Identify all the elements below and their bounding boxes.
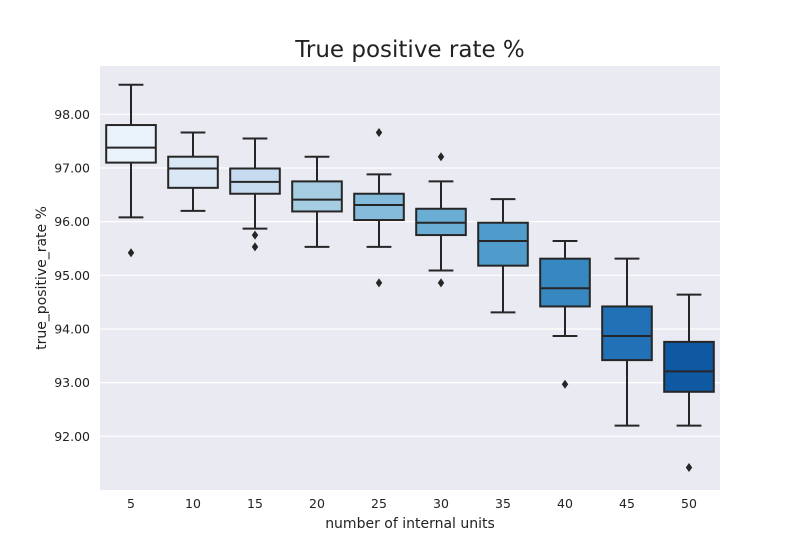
x-tick-label: 40 — [557, 496, 573, 511]
outlier-point — [437, 278, 445, 288]
outlier-point — [251, 230, 259, 240]
iqr-box — [105, 124, 157, 164]
y-tick-label: 98.00 — [54, 107, 90, 122]
outlier-point — [437, 152, 445, 162]
x-tick-label: 10 — [185, 496, 201, 511]
box-25 — [353, 128, 405, 288]
outlier-point — [375, 128, 383, 138]
boxes — [105, 83, 715, 472]
iqr-box — [477, 221, 529, 267]
y-tick-label: 94.00 — [54, 321, 90, 336]
y-tick-label: 95.00 — [54, 268, 90, 283]
x-tick-label: 5 — [127, 496, 135, 511]
box-50 — [663, 293, 715, 472]
x-tick-label: 50 — [681, 496, 697, 511]
box-15 — [229, 137, 281, 252]
outlier-point — [251, 242, 259, 252]
y-axis-label: true_positive_rate % — [34, 206, 50, 350]
y-tick-labels: 92.00 93.00 94.00 95.00 96.00 97.00 98.00 — [54, 107, 90, 444]
box-10 — [167, 131, 219, 212]
iqr-box — [663, 340, 715, 393]
box-40 — [539, 239, 591, 389]
y-tick-label: 97.00 — [54, 160, 90, 175]
x-tick-label: 35 — [495, 496, 511, 511]
outlier-point — [561, 379, 569, 389]
y-tick-label: 96.00 — [54, 214, 90, 229]
outlier-point — [375, 278, 383, 288]
chart-title: True positive rate % — [294, 37, 525, 63]
box-5 — [105, 83, 157, 258]
outlier-point — [685, 462, 693, 472]
iqr-box — [291, 180, 343, 213]
box-30 — [415, 152, 467, 288]
x-tick-label: 15 — [247, 496, 263, 511]
box-35 — [477, 198, 529, 314]
iqr-box — [601, 305, 653, 362]
x-tick-label: 20 — [309, 496, 325, 511]
x-axis-label: number of internal units — [325, 516, 495, 532]
box-20 — [291, 155, 343, 248]
x-tick-label: 45 — [619, 496, 635, 511]
x-tick-label: 25 — [371, 496, 387, 511]
y-tick-label: 92.00 — [54, 429, 90, 444]
outlier-point — [127, 248, 135, 258]
iqr-box — [539, 257, 591, 308]
x-tick-label: 30 — [433, 496, 449, 511]
iqr-box — [353, 192, 405, 222]
box-45 — [601, 257, 653, 427]
iqr-box — [167, 155, 219, 189]
y-tick-label: 93.00 — [54, 375, 90, 390]
x-tick-labels: 5 10 15 20 25 30 35 40 45 50 — [127, 496, 697, 511]
plot-area — [100, 66, 720, 490]
